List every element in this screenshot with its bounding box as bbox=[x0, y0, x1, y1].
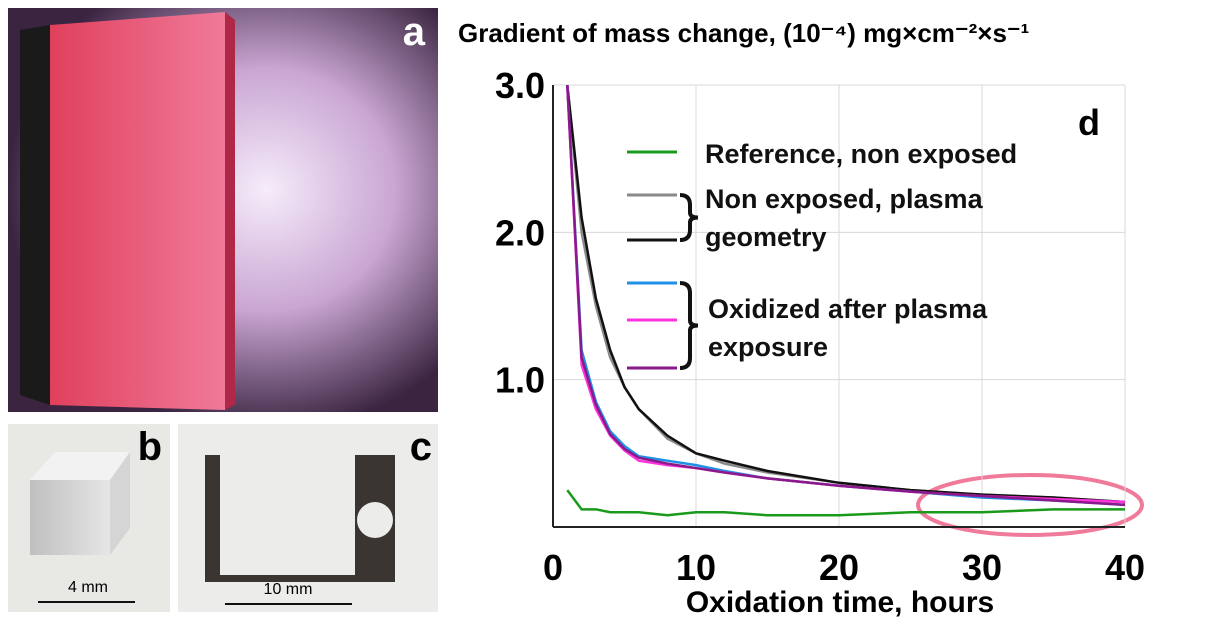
line bbox=[566, 85, 1125, 507]
panel-label: b bbox=[138, 425, 162, 469]
legend-brace bbox=[679, 193, 699, 242]
legend-brace bbox=[679, 281, 699, 370]
panel-label: c bbox=[410, 425, 432, 469]
panel-label: a bbox=[403, 10, 426, 54]
legend-label: Reference, non exposed bbox=[705, 139, 1018, 169]
highlight bbox=[916, 473, 1144, 537]
x-tick-label: 30 bbox=[962, 547, 1002, 588]
x-axis-label: Oxidation time, hours bbox=[686, 586, 994, 619]
scale-text: 10 mm bbox=[264, 581, 313, 598]
plot-area bbox=[566, 85, 1125, 517]
x-tick-label: 40 bbox=[1105, 547, 1145, 588]
scale-text: 4 mm bbox=[68, 579, 108, 596]
hole bbox=[357, 502, 393, 538]
cube-side bbox=[110, 452, 130, 555]
line bbox=[566, 85, 1125, 504]
x-tick-label: 0 bbox=[543, 547, 563, 588]
chart-title: Gradient of mass change, (10⁻⁴) mg×cm⁻²×… bbox=[458, 18, 1029, 48]
cube-top bbox=[30, 452, 130, 480]
annotation: d bbox=[1078, 102, 1100, 143]
y-tick-label: 1.0 bbox=[495, 360, 545, 401]
y-tick-label: 2.0 bbox=[495, 212, 545, 253]
plate bbox=[50, 12, 225, 410]
cube-front bbox=[30, 480, 110, 555]
x-tick-label: 10 bbox=[676, 547, 716, 588]
line bbox=[566, 489, 1125, 517]
plate-edge bbox=[225, 12, 235, 410]
legend-label: Non exposed, plasma geometry bbox=[705, 184, 983, 252]
x-tick-label: 20 bbox=[819, 547, 859, 588]
y-tick-label: 3.0 bbox=[495, 65, 545, 106]
plate-side bbox=[20, 25, 50, 405]
frame bbox=[205, 455, 395, 582]
legend-label: Oxidized after plasma exposure bbox=[708, 294, 988, 362]
